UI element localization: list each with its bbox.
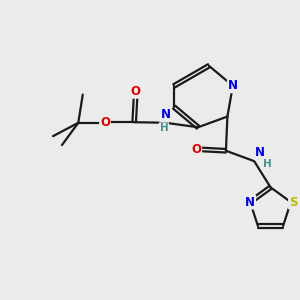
Text: O: O	[131, 85, 141, 98]
Text: O: O	[100, 116, 110, 129]
Text: O: O	[191, 143, 201, 156]
Text: H: H	[263, 158, 272, 169]
Text: S: S	[289, 196, 298, 208]
Text: N: N	[254, 146, 265, 159]
Text: N: N	[160, 108, 170, 121]
Text: N: N	[228, 79, 238, 92]
Text: N: N	[245, 196, 255, 208]
Text: H: H	[160, 123, 168, 133]
